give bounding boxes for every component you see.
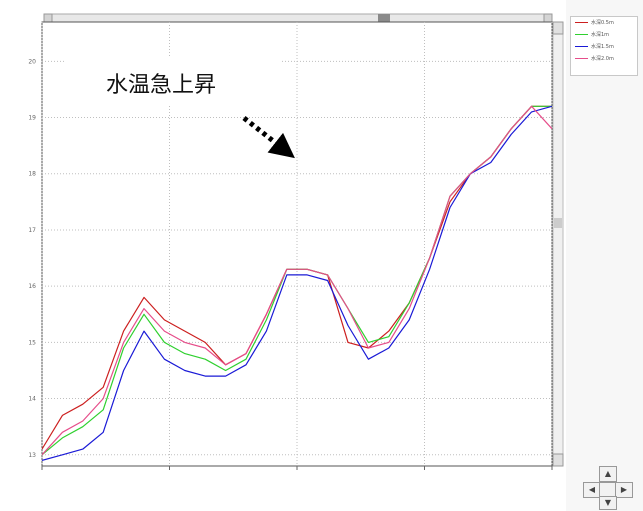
- series-line: [42, 105, 552, 461]
- y-tick-label: 20: [28, 58, 36, 65]
- y-tick-label: 14: [28, 396, 36, 403]
- side-panel: [566, 0, 643, 511]
- legend-item: 水深1m: [575, 31, 637, 43]
- right-scrollbar[interactable]: [552, 21, 564, 467]
- legend-swatch: [575, 22, 588, 23]
- right-scrollbar-thumb[interactable]: [554, 218, 562, 228]
- y-tick-label: 19: [28, 115, 36, 122]
- pan-right-button[interactable]: ▶: [615, 482, 633, 498]
- legend-swatch: [575, 58, 588, 59]
- x-axis: [41, 466, 553, 470]
- y-tick-label: 18: [28, 171, 36, 178]
- y-tick-label: 16: [28, 283, 36, 290]
- legend-item: 水深2.0m: [575, 55, 637, 67]
- annotation-box: 水温急上昇: [66, 58, 280, 104]
- pan-down-button[interactable]: ▼: [599, 496, 617, 510]
- top-scrollbar-thumb[interactable]: [378, 14, 390, 22]
- y-tick-label: 13: [28, 452, 36, 459]
- y-tick-label: 17: [28, 227, 36, 234]
- series-line: [42, 105, 552, 456]
- series-group: [42, 105, 552, 461]
- legend-item: 水深0.5m: [575, 19, 637, 31]
- scroll-up-button[interactable]: [552, 21, 564, 35]
- y-tick-label: 15: [28, 339, 36, 346]
- legend-label: 水深1.5m: [591, 44, 614, 50]
- legend-swatch: [575, 34, 588, 35]
- legend: 水深0.5m 水深1m 水深1.5m 水深2.0m: [570, 16, 638, 76]
- annotation-arrow: [242, 116, 295, 159]
- pan-up-button[interactable]: ▲: [599, 466, 617, 482]
- legend-label: 水深2.0m: [591, 56, 614, 62]
- legend-label: 水深1m: [591, 32, 610, 38]
- legend-swatch: [575, 46, 588, 47]
- legend-label: 水深0.5m: [591, 20, 614, 26]
- legend-item: 水深1.5m: [575, 43, 637, 55]
- scroll-left-button[interactable]: [43, 13, 53, 23]
- scroll-right-button[interactable]: [543, 13, 553, 23]
- scroll-down-button[interactable]: [552, 453, 564, 467]
- annotation-text: 水温急上昇: [106, 73, 217, 98]
- y-axis: 13 14 15 16 17 18 19 20: [28, 58, 36, 458]
- top-scrollbar[interactable]: [43, 13, 553, 23]
